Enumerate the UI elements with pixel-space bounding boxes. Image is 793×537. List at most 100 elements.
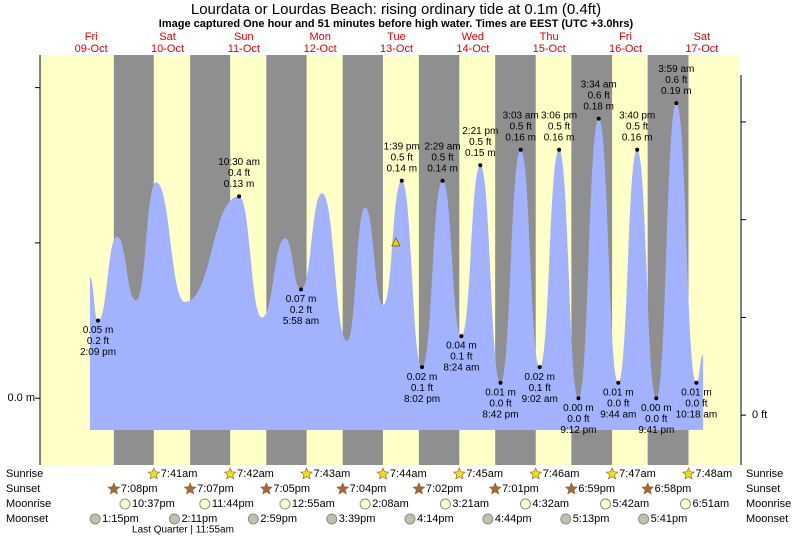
- now-marker: [391, 237, 401, 247]
- ft-label: 0.2 ft: [290, 305, 312, 316]
- moonrise-icon: [199, 498, 211, 510]
- moonset-icon: [326, 513, 338, 525]
- moonset-icon: [89, 513, 101, 525]
- time-label: 3:40 pm: [619, 110, 655, 121]
- value-label: 0.01 m: [485, 387, 516, 398]
- sunrise-icon: [223, 467, 237, 480]
- row-time: 7:47am: [619, 468, 656, 480]
- extreme-dot: [518, 147, 523, 152]
- row-name: Sunrise: [746, 468, 783, 480]
- ft-label: 0.5 ft: [626, 121, 648, 132]
- row-time: 3:39pm: [339, 513, 376, 525]
- day-date: 13-Oct: [380, 43, 413, 55]
- row-name: Sunset: [6, 483, 40, 495]
- time-label: 2:09 pm: [80, 347, 116, 358]
- extreme-dot: [459, 334, 464, 339]
- extreme-dot: [576, 396, 581, 401]
- day-name: Fri: [85, 31, 98, 43]
- value-label: 0.14 m: [427, 163, 458, 174]
- ft-label: 0.5 ft: [431, 152, 453, 163]
- extreme-dot: [654, 396, 659, 401]
- moonset-icon: [638, 513, 650, 525]
- row-time: 5:41pm: [651, 513, 688, 525]
- ft-label: 0.0 ft: [567, 414, 589, 425]
- row-name: Sunrise: [6, 468, 43, 480]
- day-name: Tue: [387, 31, 406, 43]
- row-time: 7:08pm: [121, 483, 158, 495]
- day-date: 14-Oct: [456, 43, 489, 55]
- row-time: 4:32am: [532, 498, 569, 510]
- extreme-dot: [596, 116, 601, 121]
- value-label: 0.02 m: [524, 372, 555, 383]
- time-label: 9:12 pm: [560, 425, 596, 436]
- value-label: 0.16 m: [622, 132, 653, 143]
- moonrise-icon: [679, 498, 691, 510]
- day-name: Sun: [234, 31, 254, 43]
- day-date: 15-Oct: [533, 43, 566, 55]
- moonset-icon: [482, 513, 494, 525]
- value-label: 0.07 m: [286, 294, 317, 305]
- row-time: 5:42am: [612, 498, 649, 510]
- extreme-dot: [440, 178, 445, 183]
- sunrise-icon: [452, 467, 466, 480]
- row-name: Moonset: [6, 513, 48, 525]
- sunrise-icon: [682, 467, 695, 480]
- row-time: 2:08am: [372, 498, 409, 510]
- row-time: 12:55am: [292, 498, 335, 510]
- value-label: 0.18 m: [583, 101, 614, 112]
- sunset-icon: [641, 482, 655, 495]
- row-time: 5:13pm: [573, 513, 610, 525]
- value-label: 0.14 m: [386, 163, 417, 174]
- time-label: 8:24 am: [443, 363, 479, 374]
- time-label: 3:59 am: [658, 64, 694, 75]
- value-label: 0.15 m: [465, 148, 496, 159]
- day-date: 16-Oct: [609, 43, 642, 55]
- sunrise-icon: [376, 467, 390, 480]
- time-label: 5:58 am: [283, 316, 319, 327]
- day-name: Thu: [540, 31, 559, 43]
- day-date: 10-Oct: [151, 43, 184, 55]
- moonrise-icon: [599, 498, 611, 510]
- sunset-icon: [412, 482, 426, 495]
- ft-label: 0.1 ft: [411, 383, 433, 394]
- sunset-icon: [183, 482, 197, 495]
- row-time: 7:45am: [466, 468, 503, 480]
- day-name: Sat: [159, 31, 176, 43]
- moonrise-icon: [359, 498, 371, 510]
- ft-label: 0.5 ft: [391, 152, 413, 163]
- moonrise-icon: [519, 498, 531, 510]
- row-time: 4:14pm: [417, 513, 454, 525]
- sunrise-icon: [300, 467, 314, 480]
- row-time: 2:59pm: [260, 513, 297, 525]
- row-time: 10:37pm: [132, 498, 175, 510]
- row-name: Moonrise: [746, 498, 791, 510]
- time-label: 9:44 am: [600, 409, 636, 420]
- row-time: 7:04pm: [350, 483, 387, 495]
- extreme-dot: [537, 365, 542, 370]
- ft-label: 0.5 ft: [510, 121, 532, 132]
- time-label: 1:39 pm: [384, 141, 420, 152]
- day-date: 11-Oct: [228, 43, 260, 55]
- day-name: Mon: [309, 31, 330, 43]
- sunset-icon: [564, 482, 578, 495]
- day-name: Fri: [619, 31, 632, 43]
- row-time: 6:58pm: [655, 483, 692, 495]
- value-label: 0.00 m: [641, 403, 672, 414]
- value-label: 0.02 m: [407, 372, 438, 383]
- day-name: Sat: [694, 31, 711, 43]
- row-time: 3:21am: [452, 498, 489, 510]
- ft-label: 0.6 ft: [588, 90, 610, 101]
- extreme-dot: [298, 287, 303, 292]
- moonset-icon: [168, 513, 180, 525]
- ft-label: 0.0 ft: [607, 398, 629, 409]
- sunset-icon: [488, 482, 502, 495]
- row-time: 4:44pm: [495, 513, 532, 525]
- row-time: 7:46am: [543, 468, 580, 480]
- chart-title: Lourdata or Lourdas Beach: rising ordina…: [191, 1, 601, 18]
- day-name: Wed: [462, 31, 484, 43]
- extreme-dot: [635, 147, 640, 152]
- sunrise-icon: [147, 467, 161, 480]
- extreme-dot: [96, 318, 101, 323]
